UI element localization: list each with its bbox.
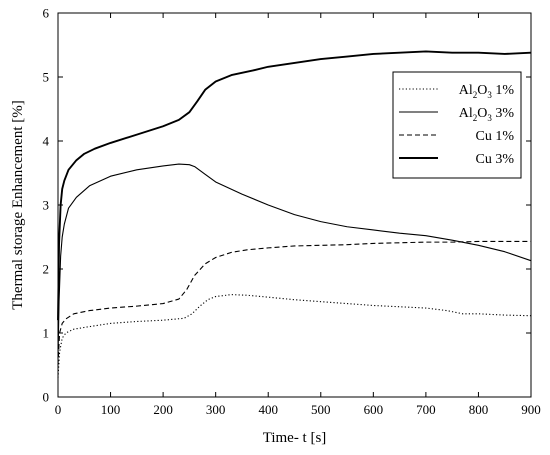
legend-label-2: Al2O3 3% bbox=[459, 106, 515, 123]
x-tick-label: 600 bbox=[364, 402, 384, 417]
legend-label-3: Cu 1% bbox=[476, 129, 515, 144]
legend-label-1: Al2O3 1% bbox=[459, 83, 515, 100]
x-tick-label: 400 bbox=[258, 402, 278, 417]
plot-border bbox=[57, 12, 532, 398]
y-tick-label: 5 bbox=[43, 70, 50, 85]
legend-label-4: Cu 3% bbox=[476, 152, 515, 167]
x-tick-label: 700 bbox=[416, 402, 436, 417]
plot-frame bbox=[57, 12, 532, 398]
y-axis-title: Thermal storage Enhancement [%] bbox=[10, 100, 26, 310]
y-axis: 0 1 2 3 4 5 6 bbox=[43, 6, 531, 405]
series-line-4 bbox=[57, 50, 532, 321]
series-layer bbox=[57, 50, 532, 378]
x-tick-label: 500 bbox=[311, 402, 331, 417]
series-line-3 bbox=[57, 240, 531, 366]
legend: Al2O3 1% Al2O3 3% Cu 1% Cu 3% bbox=[392, 71, 522, 179]
y-tick-label: 1 bbox=[43, 326, 50, 341]
y-tick-label: 6 bbox=[43, 6, 50, 21]
x-tick-label: 200 bbox=[153, 402, 173, 417]
x-tick-label: 300 bbox=[206, 402, 226, 417]
x-tick-label: 0 bbox=[55, 402, 62, 417]
series-line-2 bbox=[57, 163, 532, 359]
y-tick-label: 0 bbox=[43, 390, 50, 405]
x-axis: 0 100 200 300 400 500 600 700 800 900 bbox=[55, 13, 541, 417]
x-axis-title: Time- t [s] bbox=[263, 430, 327, 446]
x-tick-label: 800 bbox=[469, 402, 489, 417]
x-tick-label: 900 bbox=[521, 402, 541, 417]
y-tick-label: 2 bbox=[43, 262, 50, 277]
y-tick-label: 3 bbox=[43, 198, 50, 213]
legend-box bbox=[392, 71, 522, 179]
y-tick-label: 4 bbox=[43, 134, 50, 149]
x-tick-label: 100 bbox=[101, 402, 121, 417]
